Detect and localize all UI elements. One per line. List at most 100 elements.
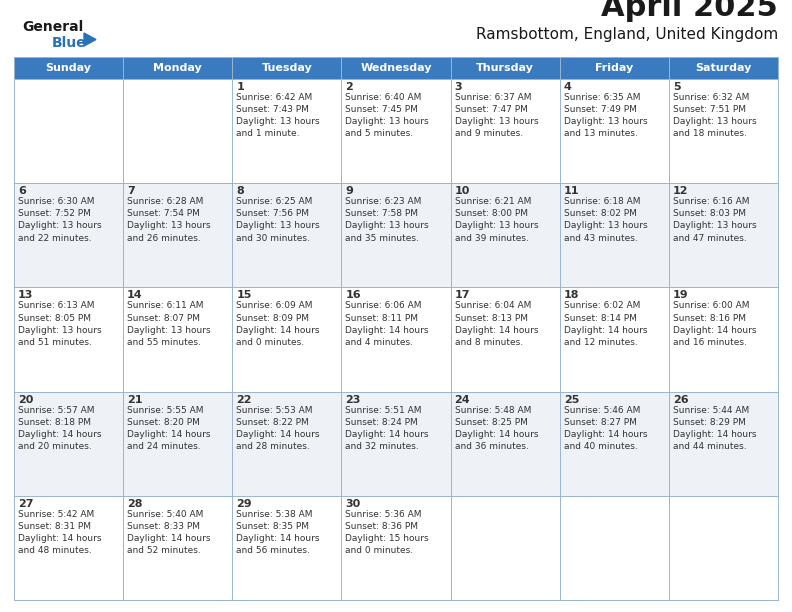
Bar (14, 392, 123, 496)
Text: Sunrise: 6:35 AM
Sunset: 7:49 PM
Daylight: 13 hours
and 13 minutes.: Sunrise: 6:35 AM Sunset: 7:49 PM Dayligh… (564, 93, 647, 138)
Bar (560, 392, 669, 496)
Bar (14, 57, 123, 79)
Text: Sunrise: 6:04 AM
Sunset: 8:13 PM
Daylight: 14 hours
and 8 minutes.: Sunrise: 6:04 AM Sunset: 8:13 PM Dayligh… (455, 301, 538, 347)
Text: 30: 30 (345, 499, 360, 509)
Text: 9: 9 (345, 186, 353, 196)
Bar (669, 79, 778, 183)
Text: Sunday: Sunday (46, 63, 92, 73)
Bar (232, 288, 341, 392)
Bar (560, 79, 669, 183)
Bar (560, 57, 669, 79)
Bar (123, 183, 232, 288)
Text: Sunrise: 5:53 AM
Sunset: 8:22 PM
Daylight: 14 hours
and 28 minutes.: Sunrise: 5:53 AM Sunset: 8:22 PM Dayligh… (236, 406, 320, 451)
Text: 16: 16 (345, 291, 361, 300)
Text: 2: 2 (345, 82, 353, 92)
Text: 14: 14 (128, 291, 143, 300)
Bar (451, 57, 560, 79)
Text: 8: 8 (236, 186, 244, 196)
Text: Sunrise: 5:40 AM
Sunset: 8:33 PM
Daylight: 14 hours
and 52 minutes.: Sunrise: 5:40 AM Sunset: 8:33 PM Dayligh… (128, 510, 211, 555)
Text: 5: 5 (673, 82, 680, 92)
Text: Sunrise: 6:32 AM
Sunset: 7:51 PM
Daylight: 13 hours
and 18 minutes.: Sunrise: 6:32 AM Sunset: 7:51 PM Dayligh… (673, 93, 756, 138)
Text: 4: 4 (564, 82, 572, 92)
Text: Tuesday: Tuesday (261, 63, 312, 73)
Bar (232, 79, 341, 183)
Bar (341, 183, 451, 288)
Bar (451, 183, 560, 288)
Bar (451, 496, 560, 600)
Bar (669, 392, 778, 496)
Text: 21: 21 (128, 395, 143, 405)
Bar (232, 392, 341, 496)
Text: Sunrise: 6:16 AM
Sunset: 8:03 PM
Daylight: 13 hours
and 47 minutes.: Sunrise: 6:16 AM Sunset: 8:03 PM Dayligh… (673, 197, 756, 242)
Bar (14, 183, 123, 288)
Text: 15: 15 (236, 291, 252, 300)
Text: Ramsbottom, England, United Kingdom: Ramsbottom, England, United Kingdom (476, 27, 778, 42)
Bar (669, 57, 778, 79)
Text: April 2025: April 2025 (601, 0, 778, 22)
Text: 20: 20 (18, 395, 33, 405)
Bar (560, 183, 669, 288)
Text: 28: 28 (128, 499, 143, 509)
Text: 17: 17 (455, 291, 470, 300)
Text: Sunrise: 6:21 AM
Sunset: 8:00 PM
Daylight: 13 hours
and 39 minutes.: Sunrise: 6:21 AM Sunset: 8:00 PM Dayligh… (455, 197, 539, 242)
Text: Thursday: Thursday (476, 63, 534, 73)
Text: Sunrise: 6:23 AM
Sunset: 7:58 PM
Daylight: 13 hours
and 35 minutes.: Sunrise: 6:23 AM Sunset: 7:58 PM Dayligh… (345, 197, 429, 242)
Text: Sunrise: 5:36 AM
Sunset: 8:36 PM
Daylight: 15 hours
and 0 minutes.: Sunrise: 5:36 AM Sunset: 8:36 PM Dayligh… (345, 510, 429, 555)
Text: Sunrise: 5:38 AM
Sunset: 8:35 PM
Daylight: 14 hours
and 56 minutes.: Sunrise: 5:38 AM Sunset: 8:35 PM Dayligh… (236, 510, 320, 555)
Text: 3: 3 (455, 82, 463, 92)
Text: Sunrise: 6:25 AM
Sunset: 7:56 PM
Daylight: 13 hours
and 30 minutes.: Sunrise: 6:25 AM Sunset: 7:56 PM Dayligh… (236, 197, 320, 242)
Bar (123, 57, 232, 79)
Bar (123, 496, 232, 600)
Bar (232, 183, 341, 288)
Bar (232, 496, 341, 600)
Bar (232, 57, 341, 79)
Bar (451, 392, 560, 496)
Text: Sunrise: 5:42 AM
Sunset: 8:31 PM
Daylight: 14 hours
and 48 minutes.: Sunrise: 5:42 AM Sunset: 8:31 PM Dayligh… (18, 510, 101, 555)
Text: Sunrise: 6:30 AM
Sunset: 7:52 PM
Daylight: 13 hours
and 22 minutes.: Sunrise: 6:30 AM Sunset: 7:52 PM Dayligh… (18, 197, 101, 242)
Bar (341, 79, 451, 183)
Text: General: General (22, 20, 83, 34)
Text: 24: 24 (455, 395, 470, 405)
Text: Saturday: Saturday (695, 63, 752, 73)
Text: 19: 19 (673, 291, 688, 300)
Text: 27: 27 (18, 499, 33, 509)
Text: 11: 11 (564, 186, 579, 196)
Text: Sunrise: 6:02 AM
Sunset: 8:14 PM
Daylight: 14 hours
and 12 minutes.: Sunrise: 6:02 AM Sunset: 8:14 PM Dayligh… (564, 301, 647, 347)
Text: Sunrise: 6:11 AM
Sunset: 8:07 PM
Daylight: 13 hours
and 55 minutes.: Sunrise: 6:11 AM Sunset: 8:07 PM Dayligh… (128, 301, 211, 347)
Text: 29: 29 (236, 499, 252, 509)
Text: 26: 26 (673, 395, 688, 405)
Text: Sunrise: 5:44 AM
Sunset: 8:29 PM
Daylight: 14 hours
and 44 minutes.: Sunrise: 5:44 AM Sunset: 8:29 PM Dayligh… (673, 406, 756, 451)
Text: 22: 22 (236, 395, 252, 405)
Bar (341, 288, 451, 392)
Bar (669, 288, 778, 392)
Text: Sunrise: 5:57 AM
Sunset: 8:18 PM
Daylight: 14 hours
and 20 minutes.: Sunrise: 5:57 AM Sunset: 8:18 PM Dayligh… (18, 406, 101, 451)
Text: 25: 25 (564, 395, 579, 405)
Bar (123, 288, 232, 392)
Bar (341, 496, 451, 600)
Text: Sunrise: 6:00 AM
Sunset: 8:16 PM
Daylight: 14 hours
and 16 minutes.: Sunrise: 6:00 AM Sunset: 8:16 PM Dayligh… (673, 301, 756, 347)
Polygon shape (84, 33, 96, 46)
Text: 23: 23 (345, 395, 361, 405)
Text: 13: 13 (18, 291, 33, 300)
Bar (669, 183, 778, 288)
Bar (341, 57, 451, 79)
Bar (14, 79, 123, 183)
Text: Sunrise: 6:42 AM
Sunset: 7:43 PM
Daylight: 13 hours
and 1 minute.: Sunrise: 6:42 AM Sunset: 7:43 PM Dayligh… (236, 93, 320, 138)
Bar (451, 79, 560, 183)
Text: 1: 1 (236, 82, 244, 92)
Text: 10: 10 (455, 186, 470, 196)
Text: Sunrise: 6:09 AM
Sunset: 8:09 PM
Daylight: 14 hours
and 0 minutes.: Sunrise: 6:09 AM Sunset: 8:09 PM Dayligh… (236, 301, 320, 347)
Text: Sunrise: 6:37 AM
Sunset: 7:47 PM
Daylight: 13 hours
and 9 minutes.: Sunrise: 6:37 AM Sunset: 7:47 PM Dayligh… (455, 93, 539, 138)
Text: Friday: Friday (595, 63, 634, 73)
Text: Monday: Monday (154, 63, 202, 73)
Bar (669, 496, 778, 600)
Text: Sunrise: 6:28 AM
Sunset: 7:54 PM
Daylight: 13 hours
and 26 minutes.: Sunrise: 6:28 AM Sunset: 7:54 PM Dayligh… (128, 197, 211, 242)
Text: Sunrise: 6:06 AM
Sunset: 8:11 PM
Daylight: 14 hours
and 4 minutes.: Sunrise: 6:06 AM Sunset: 8:11 PM Dayligh… (345, 301, 429, 347)
Text: Sunrise: 5:55 AM
Sunset: 8:20 PM
Daylight: 14 hours
and 24 minutes.: Sunrise: 5:55 AM Sunset: 8:20 PM Dayligh… (128, 406, 211, 451)
Text: Sunrise: 6:13 AM
Sunset: 8:05 PM
Daylight: 13 hours
and 51 minutes.: Sunrise: 6:13 AM Sunset: 8:05 PM Dayligh… (18, 301, 101, 347)
Bar (14, 496, 123, 600)
Text: 6: 6 (18, 186, 26, 196)
Text: Sunrise: 5:48 AM
Sunset: 8:25 PM
Daylight: 14 hours
and 36 minutes.: Sunrise: 5:48 AM Sunset: 8:25 PM Dayligh… (455, 406, 538, 451)
Text: Sunrise: 5:46 AM
Sunset: 8:27 PM
Daylight: 14 hours
and 40 minutes.: Sunrise: 5:46 AM Sunset: 8:27 PM Dayligh… (564, 406, 647, 451)
Text: 7: 7 (128, 186, 135, 196)
